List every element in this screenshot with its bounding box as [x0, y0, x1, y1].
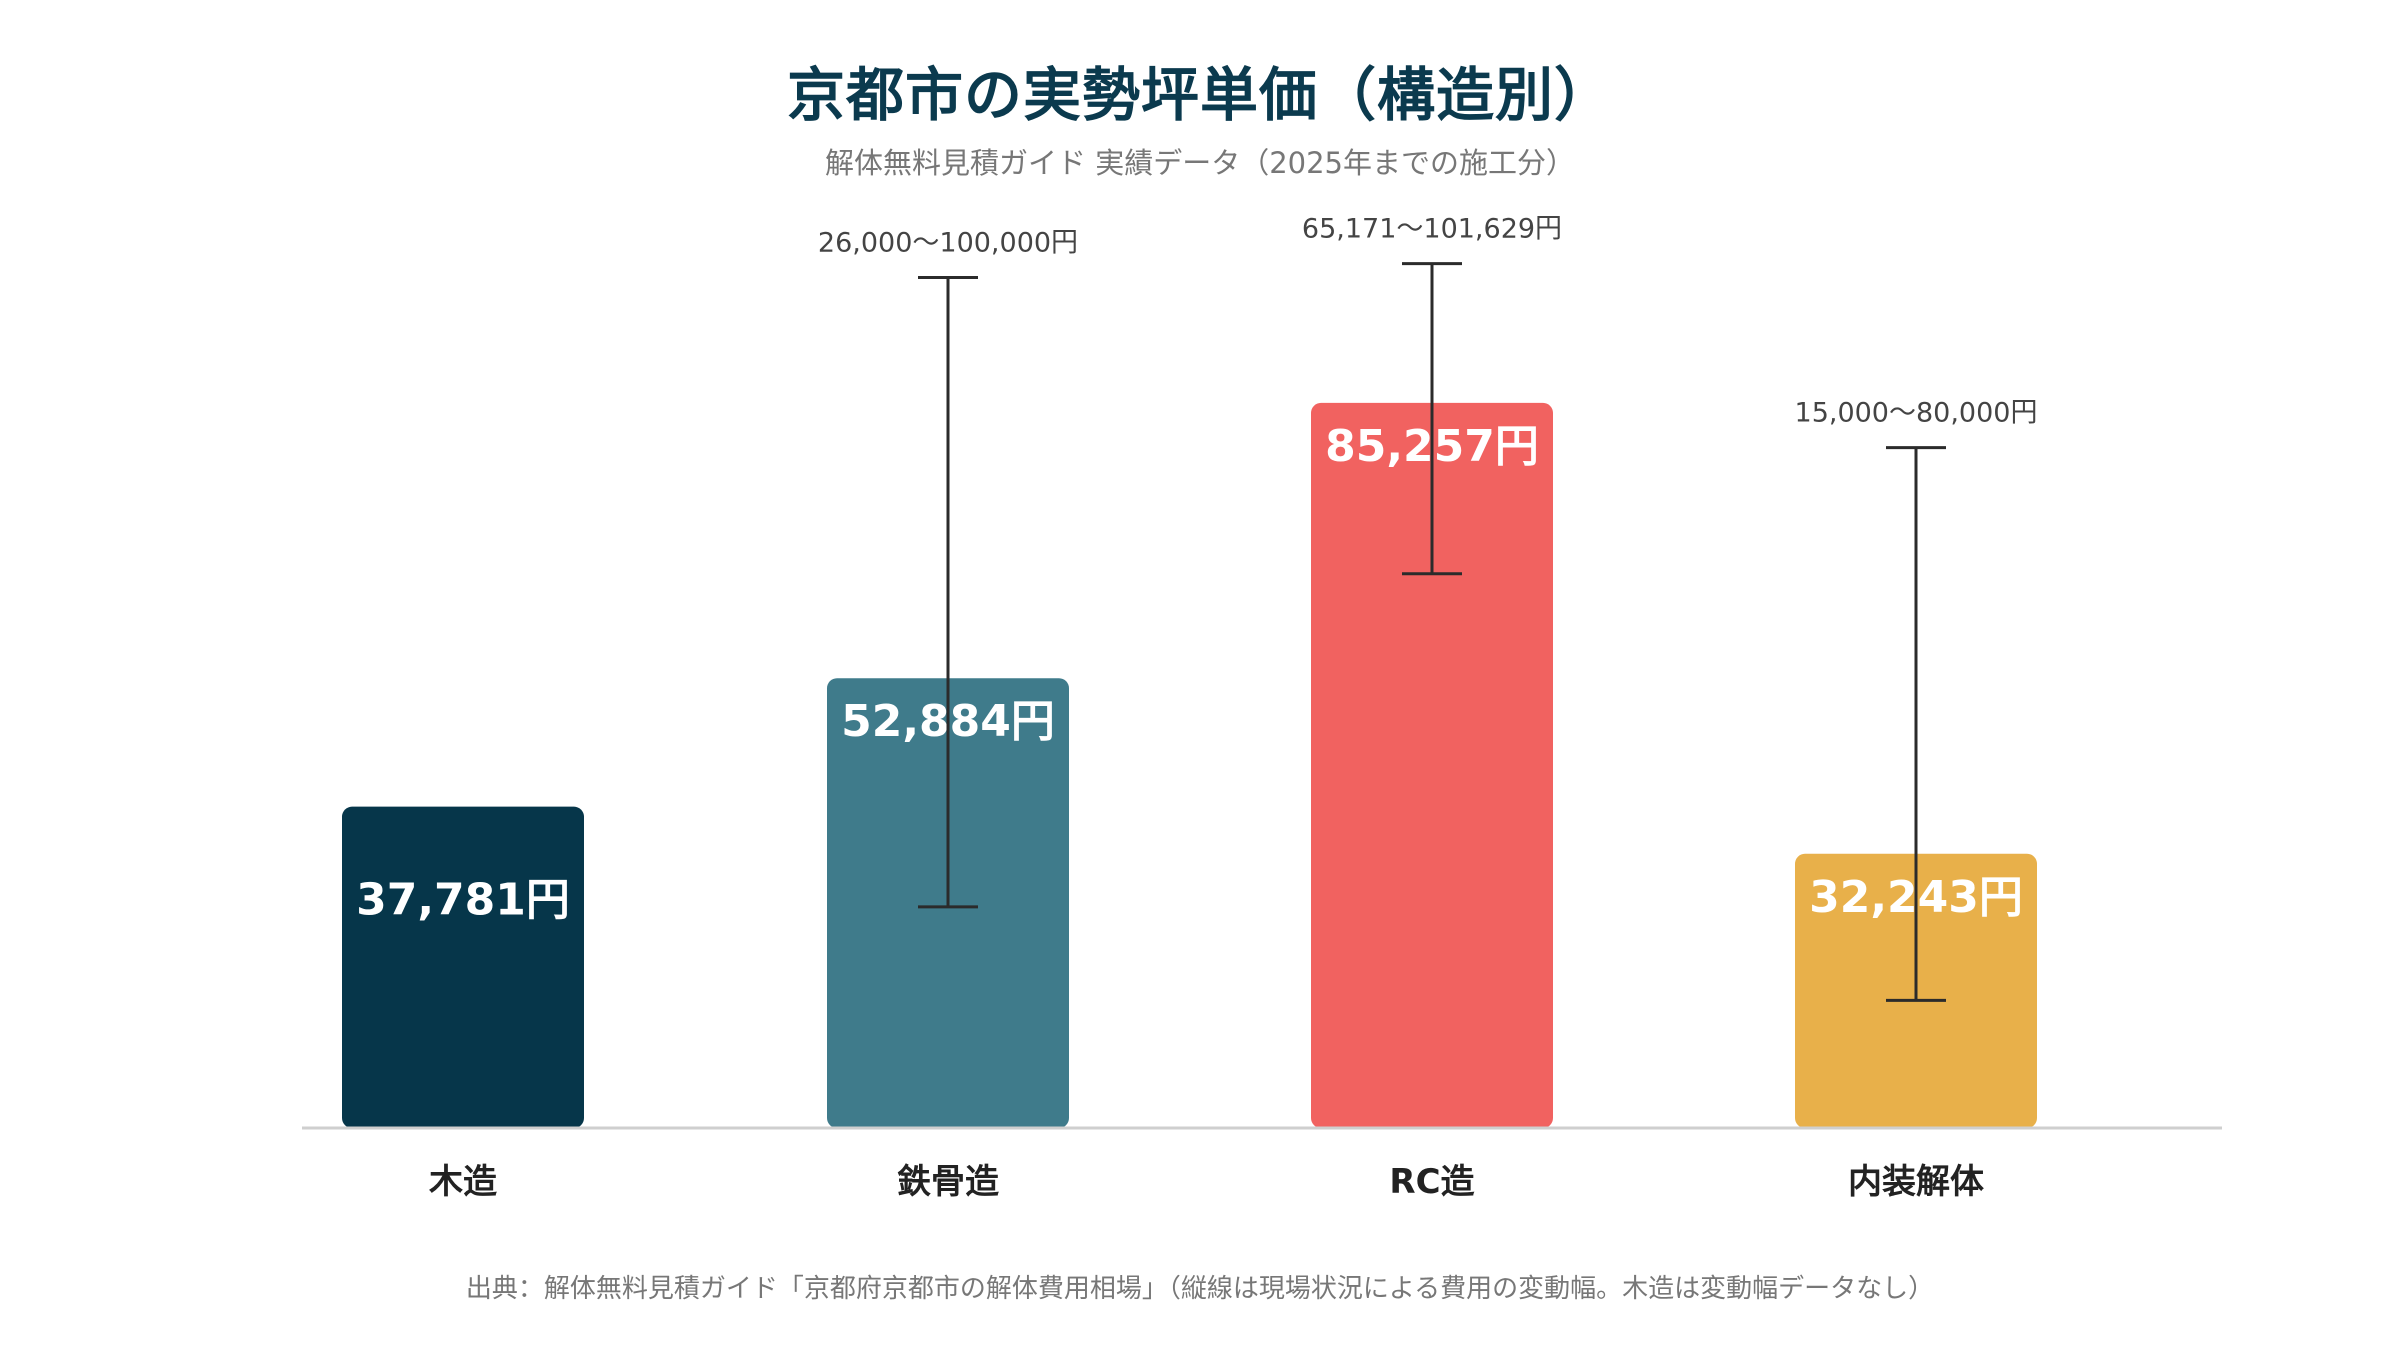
chart-title: 京都市の実勢坪単価（構造別）	[786, 61, 1613, 129]
chart-subtitle: 解体無料見積ガイド 実績データ（2025年までの施工分）	[824, 146, 1576, 180]
bar-value-label: 37,781円	[356, 875, 570, 926]
category-label: 鉄骨造	[897, 1162, 999, 1202]
range-label: 65,171〜101,629円	[1302, 214, 1562, 245]
source-footnote: 出典：解体無料見積ガイド「京都府京都市の解体費用相場」（縦線は現場状況による費用…	[465, 1274, 1935, 1304]
range-label: 15,000〜80,000円	[1795, 398, 2038, 429]
bar-3	[1311, 402, 1553, 1128]
category-label: 内装解体	[1848, 1162, 1984, 1202]
bar-1	[342, 806, 584, 1128]
category-label: 木造	[428, 1162, 497, 1202]
range-label: 26,000〜100,000円	[818, 228, 1078, 259]
category-label: RC造	[1389, 1162, 1474, 1202]
